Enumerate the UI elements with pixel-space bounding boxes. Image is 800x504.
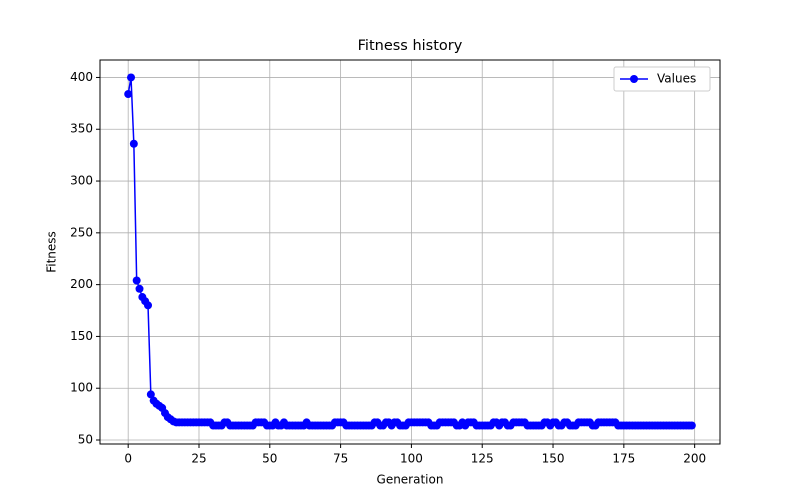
x-tick-label: 175 <box>612 452 635 466</box>
x-tick-label: 50 <box>262 452 277 466</box>
point <box>124 90 133 99</box>
point <box>144 301 153 310</box>
x-tick-label: 25 <box>191 452 206 466</box>
plot-frame <box>99 59 721 445</box>
y-tick-label: 200 <box>70 277 93 291</box>
point <box>132 276 141 285</box>
legend-label: Values <box>657 72 696 86</box>
x-tick-label: 200 <box>683 452 706 466</box>
x-tick-label: 75 <box>333 452 348 466</box>
y-tick-label: 150 <box>70 329 93 343</box>
y-tick-label: 50 <box>78 433 93 447</box>
legend-box <box>613 66 711 92</box>
x-tick-label: 150 <box>542 452 565 466</box>
point <box>129 139 138 148</box>
point <box>146 390 155 399</box>
y-tick-label: 300 <box>70 174 93 188</box>
legend-marker <box>630 75 638 83</box>
y-tick-label: 250 <box>70 225 93 239</box>
x-tick-label: 100 <box>400 452 423 466</box>
y-tick-label: 100 <box>70 381 93 395</box>
y-tick-label: 400 <box>70 70 93 84</box>
x-tick-label: 0 <box>124 452 132 466</box>
chart-title: Fitness history <box>358 38 463 54</box>
y-axis-label: Fitness <box>45 231 59 273</box>
point <box>135 284 144 293</box>
series-line <box>127 77 692 427</box>
x-axis-label: Generation <box>377 473 444 487</box>
point <box>127 73 136 82</box>
x-tick-label: 125 <box>471 452 494 466</box>
y-tick-label: 350 <box>70 122 93 136</box>
point <box>687 421 696 430</box>
